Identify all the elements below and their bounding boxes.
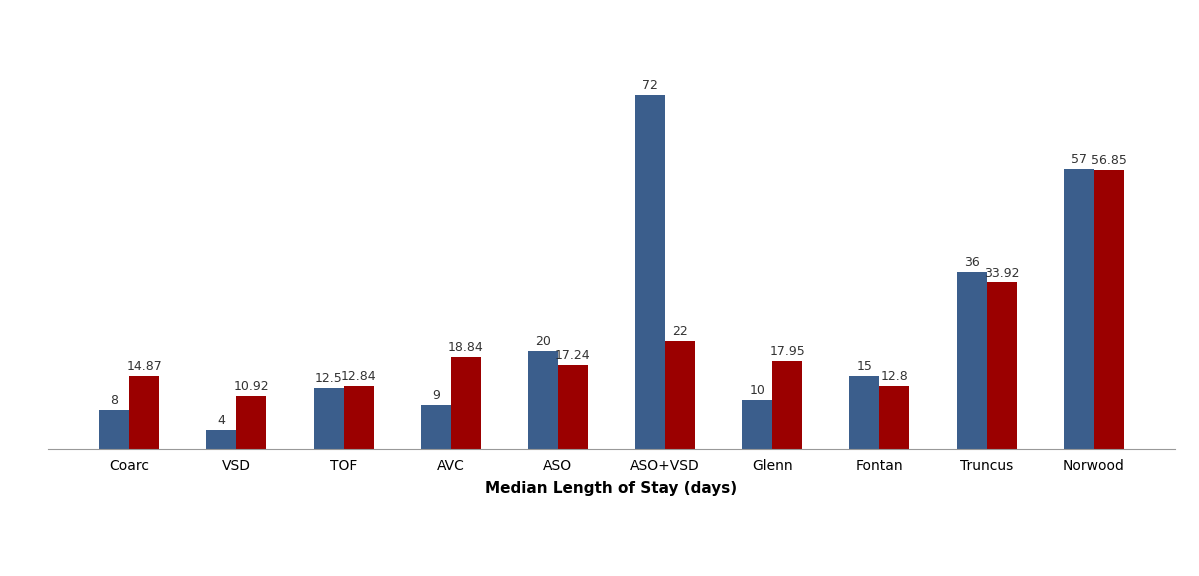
- Bar: [665, 341, 695, 449]
- Text: 10: 10: [749, 384, 765, 397]
- Text: 36: 36: [964, 256, 980, 270]
- Bar: [1093, 170, 1123, 449]
- Text: 33.92: 33.92: [984, 267, 1019, 279]
- Text: 12.84: 12.84: [341, 370, 376, 383]
- Bar: [742, 400, 772, 449]
- Bar: [344, 386, 374, 449]
- Text: 17.24: 17.24: [555, 348, 591, 362]
- Bar: [421, 405, 451, 449]
- Bar: [314, 388, 344, 449]
- Text: 56.85: 56.85: [1091, 154, 1127, 167]
- Text: 4: 4: [217, 414, 225, 427]
- Text: 15: 15: [856, 359, 873, 373]
- X-axis label: Median Length of Stay (days): Median Length of Stay (days): [486, 482, 737, 497]
- Text: 22: 22: [673, 325, 688, 338]
- Text: 57: 57: [1071, 153, 1086, 166]
- Text: 17.95: 17.95: [770, 345, 806, 358]
- Text: 72: 72: [643, 79, 658, 92]
- Bar: [236, 396, 266, 449]
- Text: 10.92: 10.92: [234, 380, 270, 393]
- Legend: CHOI, STS: CHOI, STS: [543, 570, 680, 576]
- Bar: [558, 365, 588, 449]
- Text: 18.84: 18.84: [448, 340, 483, 354]
- Bar: [528, 351, 558, 449]
- Bar: [957, 272, 987, 449]
- Bar: [1064, 169, 1093, 449]
- Text: 12.5: 12.5: [314, 372, 343, 385]
- Bar: [451, 357, 481, 449]
- Bar: [772, 361, 802, 449]
- Bar: [849, 376, 879, 449]
- Bar: [635, 95, 665, 449]
- Text: 8: 8: [110, 394, 119, 407]
- Text: 12.8: 12.8: [880, 370, 909, 384]
- Bar: [879, 386, 909, 449]
- Bar: [100, 410, 129, 449]
- Bar: [129, 376, 159, 449]
- Bar: [206, 430, 236, 449]
- Text: 20: 20: [535, 335, 550, 348]
- Bar: [987, 282, 1017, 449]
- Text: 9: 9: [432, 389, 440, 402]
- Text: 14.87: 14.87: [126, 360, 162, 373]
